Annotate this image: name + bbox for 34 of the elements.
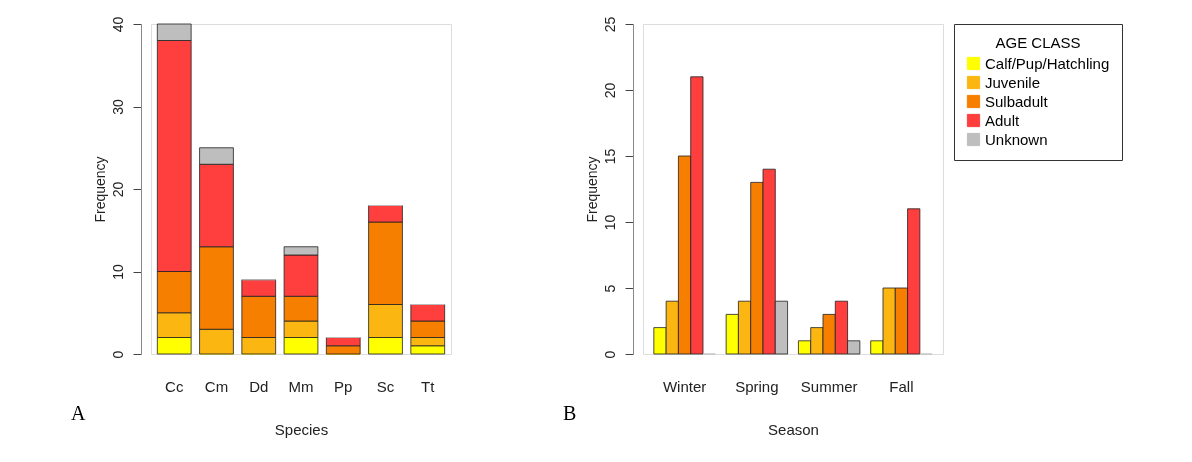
y-tick-label: 40: [109, 16, 126, 33]
legend-label: Sulbadult: [985, 92, 1049, 110]
y-axis-title: Frequency: [91, 156, 108, 223]
x-tick-label: Winter: [662, 377, 707, 395]
y-tick-label: 10: [601, 214, 618, 231]
x-tick-label: Spring: [735, 377, 779, 395]
y-tick-label: 0: [601, 350, 618, 359]
y-tick-label: 25: [601, 16, 618, 33]
x-axis-title: Season: [768, 420, 819, 438]
x-tick-label: Dd: [249, 377, 269, 395]
legend-title: AGE CLASS: [995, 34, 1081, 51]
y-tick-label: 10: [109, 264, 126, 280]
x-axis-title: Species: [274, 420, 329, 438]
y-axis-title: Frequency: [583, 156, 600, 223]
y-tick-label: 20: [601, 82, 618, 99]
x-tick-label: Tt: [421, 377, 436, 395]
text: B: [563, 402, 577, 424]
legend-label: Unknown: [985, 130, 1048, 148]
x-tick-label: Sc: [376, 377, 395, 395]
y-tick-label: 30: [109, 99, 126, 115]
x-tick-label: Summer: [800, 377, 858, 395]
legend-label: Juvenile: [985, 73, 1041, 91]
x-tick-label: Cm: [204, 377, 229, 395]
y-tick-label: 5: [601, 284, 618, 293]
y-tick-label: 20: [109, 181, 126, 198]
text: A: [71, 402, 86, 424]
legend-label: Adult: [985, 111, 1021, 129]
legend-label: Calf/Pup/Hatchling: [985, 54, 1110, 72]
x-tick-label: Pp: [334, 377, 353, 395]
y-tick-label: 15: [601, 148, 618, 165]
x-tick-label: Mm: [288, 377, 314, 395]
x-tick-label: Fall: [889, 377, 914, 395]
x-tick-label: Cc: [165, 377, 184, 395]
y-tick-label: 0: [109, 350, 126, 359]
